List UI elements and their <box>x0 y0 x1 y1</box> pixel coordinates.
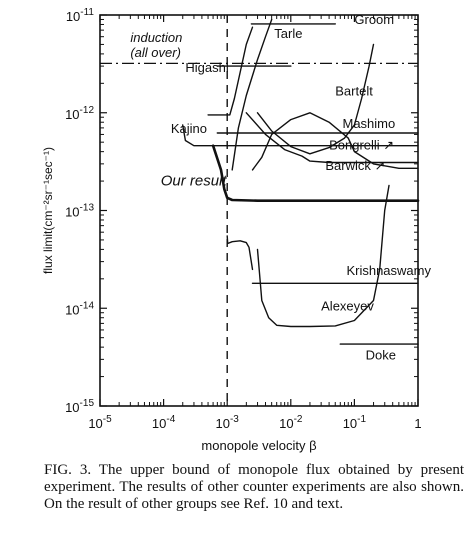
y-tick-label: 10-14 <box>65 300 94 317</box>
annotation-doke: Doke <box>366 347 396 362</box>
annotation-krishnaswamy: Krishnaswamy <box>346 263 431 278</box>
x-tick-label: 10-2 <box>279 414 303 431</box>
series-tarle <box>231 18 273 171</box>
annotation-tarle: Tarle <box>274 26 302 41</box>
series-our-result <box>211 144 420 202</box>
x-tick-label: 1 <box>414 416 421 431</box>
series-barwick <box>245 112 419 164</box>
annotation-groom: Groom <box>354 12 394 27</box>
figure-caption: FIG. 3. The upper bound of monopole flux… <box>44 462 464 512</box>
y-tick-label: 10-12 <box>65 105 94 122</box>
y-axis-title: flux limit(cm⁻²sr⁻¹sec⁻¹) <box>41 147 55 274</box>
annotation-induction: induction (all over) <box>130 30 182 60</box>
series-bartelt <box>207 26 254 116</box>
flux-limit-chart: 10-5 10-4 10-3 10-2 10-1 110-1110-1210-1310-1… <box>41 7 431 453</box>
y-tick-label: 10-11 <box>66 7 95 24</box>
x-tick-label: 10-4 <box>152 414 176 431</box>
y-tick-label: 10-15 <box>65 398 94 415</box>
annotation-higashi: Higashi <box>185 60 228 75</box>
annotation-mashimo: Mashimo <box>343 116 396 131</box>
series-alexeyev <box>256 184 390 328</box>
annotation-barwick: Barwick ↗ <box>325 158 385 173</box>
series-curve-2-5e-13 <box>251 112 419 171</box>
x-tick-label: 10-5 <box>88 414 112 431</box>
annotation-alexeyev: Alexeyev <box>321 298 374 313</box>
y-tick-label: 10-13 <box>65 203 94 220</box>
annotation-our-result: Our result <box>161 173 228 190</box>
x-axis-title: monopole velocity β <box>201 438 316 453</box>
annotation-kajino: Kajino <box>171 121 207 136</box>
x-tick-label: 10-3 <box>216 414 240 431</box>
series-bongrelli <box>256 43 375 155</box>
annotation-bongrelli: Bongrelli ↗ <box>329 138 394 153</box>
x-tick-label: 10-1 <box>343 414 367 431</box>
series-our-result-low-velocity <box>226 235 254 271</box>
annotation-bartelt: Bartelt <box>335 84 373 99</box>
